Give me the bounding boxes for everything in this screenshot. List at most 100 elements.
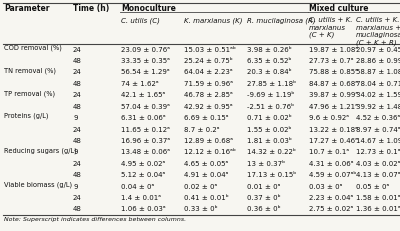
Text: 34.02 ± 1.59ᵃ: 34.02 ± 1.59ᵃ xyxy=(356,92,400,98)
Text: 10.7 ± 0.1ᵃ: 10.7 ± 0.1ᵃ xyxy=(309,149,349,155)
Text: 1.06 ± 0.03ᵃ: 1.06 ± 0.03ᵃ xyxy=(121,206,166,212)
Text: 58.87 ± 1.08ᵃ: 58.87 ± 1.08ᵃ xyxy=(356,70,400,76)
Text: 0.36 ± 0ᵇ: 0.36 ± 0ᵇ xyxy=(247,206,281,212)
Text: 12.89 ± 0.68ᵃ: 12.89 ± 0.68ᵃ xyxy=(184,138,233,144)
Text: 48: 48 xyxy=(73,81,82,87)
Text: K. marxianus (K): K. marxianus (K) xyxy=(184,17,242,24)
Text: 17.13 ± 0.15ᵇ: 17.13 ± 0.15ᵇ xyxy=(247,172,296,178)
Text: 27.73 ± 0.7ᵃ: 27.73 ± 0.7ᵃ xyxy=(309,58,354,64)
Text: 1.55 ± 0.02ᵇ: 1.55 ± 0.02ᵇ xyxy=(247,127,292,133)
Text: C. utilis + K.
marxianus + R.
mucilaginosa
(C + K + R): C. utilis + K. marxianus + R. mucilagino… xyxy=(356,17,400,46)
Text: 48: 48 xyxy=(73,58,82,64)
Text: Time (h): Time (h) xyxy=(73,4,109,13)
Text: 0.01 ± 0ᵃ: 0.01 ± 0ᵃ xyxy=(247,183,280,189)
Text: 8.97 ± 0.74ᵃ: 8.97 ± 0.74ᵃ xyxy=(356,127,400,133)
Text: 13.48 ± 0.06ᵃ: 13.48 ± 0.06ᵃ xyxy=(121,149,170,155)
Text: 9: 9 xyxy=(73,149,78,155)
Text: 47.96 ± 1.21ᵃ: 47.96 ± 1.21ᵃ xyxy=(309,104,358,110)
Text: 13 ± 0.37ᵇ: 13 ± 0.37ᵇ xyxy=(247,161,285,167)
Text: 39.87 ± 0.99ᵃ: 39.87 ± 0.99ᵃ xyxy=(309,92,358,98)
Text: 1.36 ± 0.01ᵃᵇ: 1.36 ± 0.01ᵃᵇ xyxy=(356,206,400,212)
Text: TP removal (%): TP removal (%) xyxy=(4,90,55,97)
Text: 11.65 ± 0.12ᵃ: 11.65 ± 0.12ᵃ xyxy=(121,127,170,133)
Text: 0.03 ± 0ᵃ: 0.03 ± 0ᵃ xyxy=(309,183,342,189)
Text: 9: 9 xyxy=(73,115,78,121)
Text: 17.27 ± 0.46ᵃ: 17.27 ± 0.46ᵃ xyxy=(309,138,358,144)
Text: 1.58 ± 0.01ᵃᵇ: 1.58 ± 0.01ᵃᵇ xyxy=(356,195,400,201)
Text: 0.37 ± 0ᵇ: 0.37 ± 0ᵇ xyxy=(247,195,281,201)
Text: 24: 24 xyxy=(73,70,82,76)
Text: 71.59 ± 0.96ᵃ: 71.59 ± 0.96ᵃ xyxy=(184,81,233,87)
Text: R. mucilaginosa (R): R. mucilaginosa (R) xyxy=(247,17,316,24)
Text: 24: 24 xyxy=(73,92,82,98)
Text: 20.97 ± 0.45ᵃ: 20.97 ± 0.45ᵃ xyxy=(356,47,400,53)
Text: 4.31 ± 0.06ᵃ: 4.31 ± 0.06ᵃ xyxy=(309,161,354,167)
Text: 4.03 ± 0.02ᵃ: 4.03 ± 0.02ᵃ xyxy=(356,161,400,167)
Text: 42.1 ± 1.65ᵃ: 42.1 ± 1.65ᵃ xyxy=(121,92,165,98)
Text: Monoculture: Monoculture xyxy=(121,4,176,13)
Text: Proteins (g/L): Proteins (g/L) xyxy=(4,113,48,119)
Text: 64.04 ± 2.23ᵃ: 64.04 ± 2.23ᵃ xyxy=(184,70,233,76)
Text: 4.59 ± 0.07ᵃᵇ: 4.59 ± 0.07ᵃᵇ xyxy=(309,172,356,178)
Text: 78.04 ± 0.71ᵃ: 78.04 ± 0.71ᵃ xyxy=(356,81,400,87)
Text: 33.35 ± 0.35ᵃ: 33.35 ± 0.35ᵃ xyxy=(121,58,170,64)
Text: 1.4 ± 0.01ᵃ: 1.4 ± 0.01ᵃ xyxy=(121,195,161,201)
Text: 3.98 ± 0.26ᵇ: 3.98 ± 0.26ᵇ xyxy=(247,47,292,53)
Text: COD removal (%): COD removal (%) xyxy=(4,45,62,51)
Text: 14.32 ± 0.22ᵇ: 14.32 ± 0.22ᵇ xyxy=(247,149,296,155)
Text: 39.92 ± 1.48: 39.92 ± 1.48 xyxy=(356,104,400,110)
Text: 75.88 ± 0.85ᵃ: 75.88 ± 0.85ᵃ xyxy=(309,70,358,76)
Text: 4.91 ± 0.04ᵃ: 4.91 ± 0.04ᵃ xyxy=(184,172,228,178)
Text: 46.78 ± 2.85ᵃ: 46.78 ± 2.85ᵃ xyxy=(184,92,233,98)
Text: 0.33 ± 0ᵇ: 0.33 ± 0ᵇ xyxy=(184,206,218,212)
Text: 2.23 ± 0.04ᵃ: 2.23 ± 0.04ᵃ xyxy=(309,195,353,201)
Text: 24: 24 xyxy=(73,127,82,133)
Text: 24: 24 xyxy=(73,195,82,201)
Text: 14.67 ± 1.09ᵃ: 14.67 ± 1.09ᵃ xyxy=(356,138,400,144)
Text: Reducing sugars (g/L): Reducing sugars (g/L) xyxy=(4,147,77,154)
Text: 1.81 ± 0.03ᵇ: 1.81 ± 0.03ᵇ xyxy=(247,138,292,144)
Text: 48: 48 xyxy=(73,138,82,144)
Text: 6.35 ± 0.52ᵇ: 6.35 ± 0.52ᵇ xyxy=(247,58,292,64)
Text: 28.86 ± 0.99ᵃ: 28.86 ± 0.99ᵃ xyxy=(356,58,400,64)
Text: C. utilis + K.
marxianus
(C + K): C. utilis + K. marxianus (C + K) xyxy=(309,17,352,39)
Text: 4.52 ± 0.36ᵃ: 4.52 ± 0.36ᵃ xyxy=(356,115,400,121)
Text: 0.04 ± 0ᵃ: 0.04 ± 0ᵃ xyxy=(121,183,154,189)
Text: 56.54 ± 1.29ᵃ: 56.54 ± 1.29ᵃ xyxy=(121,70,170,76)
Text: 15.03 ± 0.51ᵃᵇ: 15.03 ± 0.51ᵃᵇ xyxy=(184,47,236,53)
Text: 27.85 ± 1.18ᵇ: 27.85 ± 1.18ᵇ xyxy=(247,81,296,87)
Text: 20.3 ± 0.84ᵇ: 20.3 ± 0.84ᵇ xyxy=(247,70,292,76)
Text: 12.12 ± 0.16ᵃᵇ: 12.12 ± 0.16ᵃᵇ xyxy=(184,149,236,155)
Text: 42.92 ± 0.95ᵃ: 42.92 ± 0.95ᵃ xyxy=(184,104,233,110)
Text: 5.12 ± 0.04ᵃ: 5.12 ± 0.04ᵃ xyxy=(121,172,165,178)
Text: 4.65 ± 0.05ᵃ: 4.65 ± 0.05ᵃ xyxy=(184,161,228,167)
Text: 57.04 ± 0.39ᵃ: 57.04 ± 0.39ᵃ xyxy=(121,104,170,110)
Text: Note: Superscript indicates differences between columns.: Note: Superscript indicates differences … xyxy=(4,217,186,222)
Text: 0.71 ± 0.02ᵇ: 0.71 ± 0.02ᵇ xyxy=(247,115,292,121)
Text: 24: 24 xyxy=(73,161,82,167)
Text: -9.69 ± 1.19ᵇ: -9.69 ± 1.19ᵇ xyxy=(247,92,294,98)
Text: 6.31 ± 0.06ᵃ: 6.31 ± 0.06ᵃ xyxy=(121,115,166,121)
Text: Mixed culture: Mixed culture xyxy=(309,4,368,13)
Text: 2.75 ± 0.02ᵃ: 2.75 ± 0.02ᵃ xyxy=(309,206,353,212)
Text: 9.6 ± 0.92ᵃ: 9.6 ± 0.92ᵃ xyxy=(309,115,349,121)
Text: 24: 24 xyxy=(73,47,82,53)
Text: 48: 48 xyxy=(73,172,82,178)
Text: 0.02 ± 0ᵃ: 0.02 ± 0ᵃ xyxy=(184,183,217,189)
Text: 25.24 ± 0.75ᵇ: 25.24 ± 0.75ᵇ xyxy=(184,58,233,64)
Text: 74 ± 1.62ᵃ: 74 ± 1.62ᵃ xyxy=(121,81,159,87)
Text: -2.51 ± 0.76ᵇ: -2.51 ± 0.76ᵇ xyxy=(247,104,294,110)
Text: Parameter: Parameter xyxy=(4,4,50,13)
Text: 0.05 ± 0ᵃ: 0.05 ± 0ᵃ xyxy=(356,183,389,189)
Text: 16.96 ± 0.37ᵃ: 16.96 ± 0.37ᵃ xyxy=(121,138,170,144)
Text: C. utilis (C): C. utilis (C) xyxy=(121,17,160,24)
Text: 84.87 ± 0.68ᵃ: 84.87 ± 0.68ᵃ xyxy=(309,81,358,87)
Text: 23.09 ± 0.76ᵃ: 23.09 ± 0.76ᵃ xyxy=(121,47,170,53)
Text: 48: 48 xyxy=(73,206,82,212)
Text: 4.95 ± 0.02ᵃ: 4.95 ± 0.02ᵃ xyxy=(121,161,165,167)
Text: 4.13 ± 0.07ᵃᵇ: 4.13 ± 0.07ᵃᵇ xyxy=(356,172,400,178)
Text: Viable biomass (g/L): Viable biomass (g/L) xyxy=(4,181,72,188)
Text: 8.7 ± 0.2ᵃ: 8.7 ± 0.2ᵃ xyxy=(184,127,220,133)
Text: TN removal (%): TN removal (%) xyxy=(4,67,56,74)
Text: 0.41 ± 0.01ᵇ: 0.41 ± 0.01ᵇ xyxy=(184,195,229,201)
